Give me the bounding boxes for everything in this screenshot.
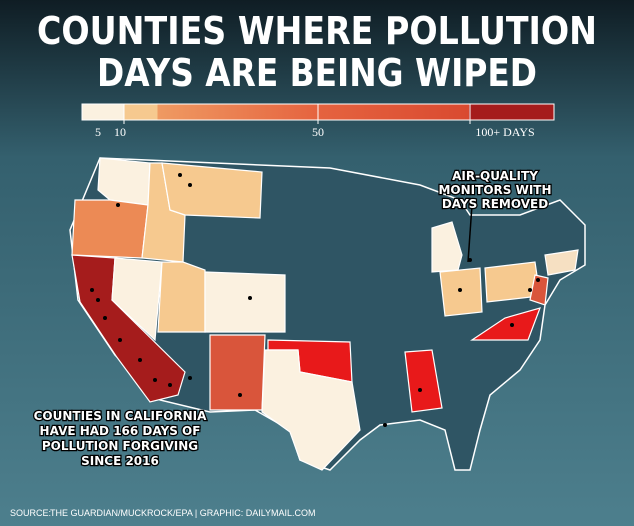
annotation: AIR-QUALITY bbox=[452, 169, 538, 183]
map bbox=[69, 157, 586, 471]
annotation: HAVE HAD 166 DAYS OF bbox=[40, 424, 201, 438]
state bbox=[204, 271, 286, 333]
legend: 5 10 50 100+ DAYS bbox=[81, 103, 555, 139]
legend-label: 5 bbox=[95, 125, 101, 139]
monitor-dots bbox=[90, 173, 540, 427]
title: DAYS ARE BEING WIPED bbox=[97, 51, 537, 95]
state bbox=[431, 221, 463, 273]
annotation: MONITORS WITH bbox=[438, 183, 551, 197]
annotation: DAYS REMOVED bbox=[442, 197, 548, 211]
state bbox=[157, 261, 206, 333]
state bbox=[161, 162, 263, 219]
title: COUNTIES WHERE POLLUTION bbox=[37, 9, 597, 53]
source-label: SOURCE: bbox=[10, 508, 51, 518]
state bbox=[544, 249, 579, 276]
annotation: POLLUTION FORGIVING bbox=[42, 439, 198, 453]
pointer-line bbox=[467, 204, 473, 263]
state bbox=[209, 334, 266, 411]
state bbox=[111, 257, 163, 342]
state bbox=[529, 274, 549, 306]
state bbox=[470, 307, 541, 341]
state bbox=[261, 349, 361, 471]
state bbox=[71, 199, 149, 259]
legend-label: 10 bbox=[114, 125, 126, 139]
legend-label: 100+ DAYS bbox=[475, 125, 534, 139]
legend-label: 50 bbox=[312, 125, 324, 139]
state bbox=[439, 267, 483, 317]
source-text: THE GUARDIAN/MUCKROCK/EPA | GRAPHIC: DAI… bbox=[50, 508, 316, 518]
state bbox=[404, 349, 443, 413]
annotation: SINCE 2016 bbox=[81, 454, 159, 468]
annotation: COUNTIES IN CALIFORNIA bbox=[34, 409, 208, 423]
